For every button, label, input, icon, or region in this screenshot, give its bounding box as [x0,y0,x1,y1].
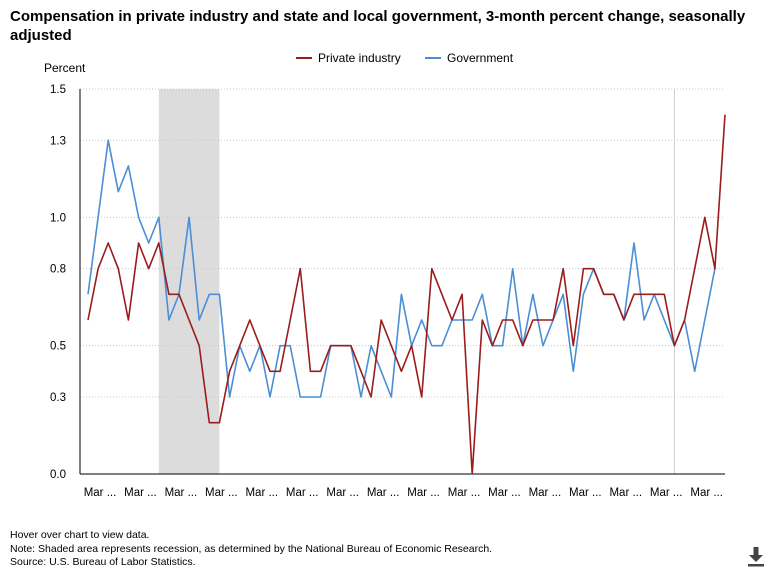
y-tick-label: 1.5 [50,84,66,96]
x-tick-label: Mar ... [407,487,440,499]
x-tick-label: Mar ... [690,487,723,499]
x-tick-label: Mar ... [84,487,117,499]
y-tick-label: 0.0 [50,469,66,481]
x-tick-label: Mar ... [448,487,481,499]
x-tick-label: Mar ... [650,487,683,499]
y-tick-label: 1.3 [50,135,66,147]
legend[interactable]: Private industry Government [296,51,514,65]
x-tick-label: Mar ... [609,487,642,499]
x-tick-label: Mar ... [367,487,400,499]
x-tick-label: Mar ... [165,487,198,499]
legend-label[interactable]: Private industry [318,51,401,65]
x-tick-label: Mar ... [205,487,238,499]
x-tick-label: Mar ... [326,487,359,499]
download-button[interactable] [746,546,766,568]
x-tick-label: Mar ... [286,487,319,499]
x-tick-label: Mar ... [245,487,278,499]
y-tick-label: 1.0 [50,212,66,224]
x-tick-label: Mar ... [124,487,157,499]
y-axis-label: Percent [44,61,86,75]
recession-shading [158,89,220,474]
download-icon [748,547,764,567]
x-tick-label: Mar ... [529,487,562,499]
chart-title: Compensation in private industry and sta… [10,8,746,44]
x-tick-label: Mar ... [569,487,602,499]
legend-label[interactable]: Government [447,51,514,65]
y-tick-label: 0.5 [50,341,66,353]
source-note: Source: U.S. Bureau of Labor Statistics. [10,556,196,568]
series-line-private-industry[interactable] [87,114,726,475]
line-chart[interactable]: Percent Private industry Government 0.00.… [0,0,770,525]
plot-area[interactable]: 0.0 0.3 0.5 0.8 1.0 1.3 1.5 Mar ... Mar ... Mar .… [50,84,726,499]
recession-note: Note: Shaded area represents recession, … [10,542,493,555]
y-tick-label: 0.8 [50,264,66,276]
x-tick-label: Mar ... [488,487,521,499]
hover-hint: Hover over chart to view data. [10,529,150,541]
chart-notes: Hover over chart to view data. Note: Sha… [10,529,492,570]
y-tick-label: 0.3 [50,392,66,404]
